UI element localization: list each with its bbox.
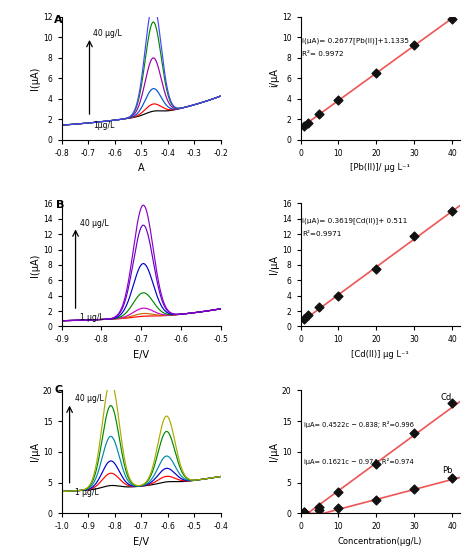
Text: R²= 0.9972: R²= 0.9972: [302, 50, 344, 56]
Point: [373, 68, 380, 77]
Text: A: A: [54, 15, 62, 25]
Point: [301, 122, 308, 131]
Point: [335, 503, 342, 512]
Point: [373, 460, 380, 469]
Text: C: C: [55, 385, 63, 395]
Point: [373, 264, 380, 273]
Point: [448, 399, 456, 407]
Text: Cd: Cd: [441, 392, 452, 402]
X-axis label: [Pb(II)]/ μg L⁻¹: [Pb(II)]/ μg L⁻¹: [350, 163, 410, 172]
Point: [301, 314, 308, 323]
Text: i(μA)= 0.3619[Cd(II)]+ 0.511: i(μA)= 0.3619[Cd(II)]+ 0.511: [302, 217, 408, 225]
X-axis label: E/V: E/V: [133, 537, 149, 547]
Text: i(μA)= 0.2677[Pb(II)]+1.1335: i(μA)= 0.2677[Pb(II)]+1.1335: [302, 37, 410, 44]
Text: 40 μg/L: 40 μg/L: [93, 29, 122, 38]
Point: [301, 507, 308, 516]
Y-axis label: I/μA: I/μA: [269, 256, 279, 274]
Text: Pb: Pb: [442, 466, 452, 475]
Point: [410, 429, 418, 438]
Text: B: B: [55, 200, 64, 210]
Text: iμA= 0.4522c − 0.838; R²=0.996: iμA= 0.4522c − 0.838; R²=0.996: [304, 421, 414, 428]
Point: [316, 110, 323, 119]
Point: [301, 508, 308, 517]
Y-axis label: I/μA: I/μA: [30, 442, 40, 461]
Point: [304, 311, 312, 320]
Point: [335, 487, 342, 496]
Point: [316, 506, 323, 514]
Text: 40 μg/L: 40 μg/L: [80, 219, 108, 228]
Y-axis label: I(μA): I(μA): [30, 66, 40, 90]
Point: [335, 291, 342, 300]
Point: [410, 41, 418, 50]
Y-axis label: I(μA): I(μA): [30, 253, 40, 277]
Point: [316, 303, 323, 312]
X-axis label: Concentration(μg/L): Concentration(μg/L): [338, 537, 422, 546]
Point: [410, 484, 418, 493]
Point: [448, 473, 456, 482]
Text: 1μg/L: 1μg/L: [93, 121, 115, 130]
Text: 40 μg/L: 40 μg/L: [75, 394, 104, 403]
Point: [304, 118, 312, 127]
Point: [373, 495, 380, 504]
Point: [335, 95, 342, 104]
X-axis label: A: A: [138, 163, 145, 173]
Text: 1 μg/L: 1 μg/L: [75, 488, 99, 497]
Point: [316, 503, 323, 512]
Y-axis label: i/μA: i/μA: [269, 68, 279, 87]
Point: [448, 207, 456, 216]
X-axis label: [Cd(II)] μg L⁻¹: [Cd(II)] μg L⁻¹: [351, 350, 409, 359]
Point: [410, 231, 418, 240]
X-axis label: E/V: E/V: [133, 350, 149, 360]
Text: iμA= 0.1621c − 0.974; R²=0.974: iμA= 0.1621c − 0.974; R²=0.974: [304, 458, 414, 465]
Text: R²=0.9971: R²=0.9971: [302, 231, 342, 237]
Text: 1 μg/L: 1 μg/L: [80, 314, 103, 322]
Point: [448, 14, 456, 23]
Y-axis label: I/μA: I/μA: [269, 442, 279, 461]
